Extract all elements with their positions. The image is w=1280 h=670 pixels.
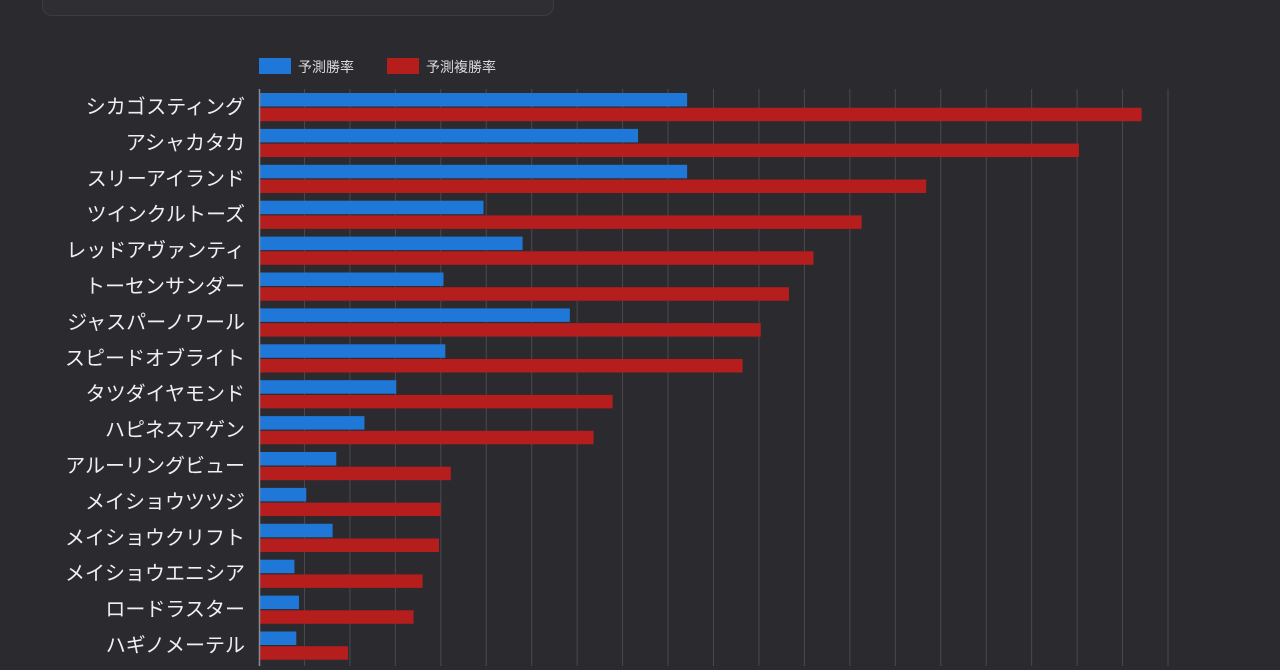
place-bar-2 (260, 143, 1079, 158)
win-bar-2 (260, 128, 639, 143)
place-bar-6 (260, 287, 789, 301)
category-label-12: メイショウツツジ (85, 489, 245, 513)
category-label-1: シカゴスティング (86, 95, 245, 119)
win-bar-11 (260, 452, 337, 466)
win-bar-12 (260, 487, 307, 502)
place-bar-9 (260, 394, 613, 409)
place-bar-7 (260, 323, 761, 337)
win-bar-4 (260, 200, 484, 215)
win-bar-15 (260, 595, 299, 610)
legend-label-2: 予測複勝率 (426, 59, 496, 76)
win-bar-8 (260, 344, 446, 358)
place-bar-8 (260, 359, 743, 373)
place-bar-4 (260, 215, 862, 229)
win-bar-9 (260, 380, 397, 394)
place-bar-3 (260, 179, 927, 193)
win-bar-6 (260, 272, 444, 286)
top-panel-edge (42, 0, 554, 16)
place-bar-14 (260, 574, 423, 588)
category-label-4: ツインクルトーズ (87, 202, 245, 226)
category-label-11: アルーリングビュー (65, 454, 245, 478)
win-bar-14 (260, 559, 295, 574)
place-bar-5 (260, 251, 814, 265)
win-bar-1 (260, 93, 688, 107)
category-label-2: アシャカタカ (126, 130, 245, 154)
win-bar-13 (260, 523, 333, 538)
category-label-6: トーセンサンダー (85, 274, 245, 298)
category-label-10: ハピネスアゲン (105, 418, 245, 442)
category-label-16: ハギノメーテル (106, 633, 245, 657)
category-label-14: メイショウエニシア (65, 561, 245, 585)
win-bar-5 (260, 236, 523, 251)
win-bar-16 (260, 631, 297, 645)
place-bar-10 (260, 430, 594, 445)
place-bar-15 (260, 610, 414, 624)
place-bar-11 (260, 466, 451, 481)
legend-label-1: 予測勝率 (298, 59, 354, 76)
win-bar-3 (260, 164, 688, 179)
place-bar-12 (260, 502, 441, 517)
place-bar-1 (260, 107, 1142, 122)
legend-swatch-2 (387, 58, 419, 74)
category-label-9: タツダイヤモンド (86, 382, 245, 406)
category-label-5: レッドアヴァンティ (66, 238, 245, 262)
category-label-7: ジャスパーノワール (67, 310, 245, 334)
category-label-8: スピードオブライト (65, 346, 245, 370)
place-bar-13 (260, 538, 439, 552)
place-bar-16 (260, 646, 349, 660)
win-bar-10 (260, 416, 365, 430)
category-label-3: スリーアイランド (87, 166, 245, 190)
category-label-13: メイショウクリフト (65, 525, 245, 549)
category-label-15: ロードラスター (105, 597, 245, 621)
win-bar-7 (260, 308, 570, 322)
legend-swatch-1 (259, 58, 291, 74)
